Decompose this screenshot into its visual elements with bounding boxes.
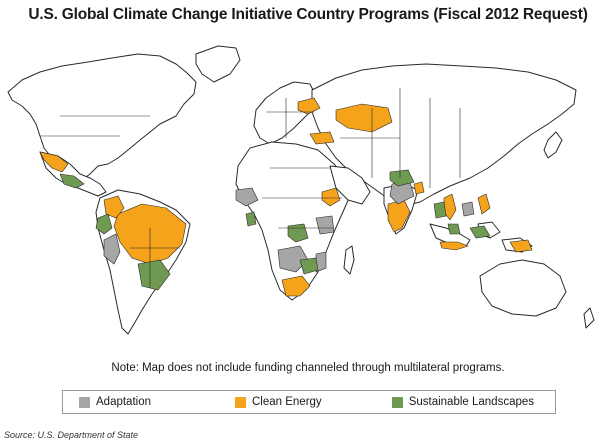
greenland	[195, 45, 241, 83]
clean-energy-philippines	[477, 193, 491, 215]
border-lines	[40, 88, 461, 288]
clean-energy-colombia	[103, 195, 125, 219]
legend-item-adaptation: Adaptation	[79, 396, 151, 408]
world-map-svg	[7, 45, 595, 335]
clean-energy-india	[387, 199, 411, 233]
clean-energy-ethiopia	[321, 187, 341, 207]
clean-energy-turkey	[309, 131, 335, 145]
clean-energy-bangladesh	[413, 181, 425, 195]
legend-item-sustainable-landscapes: Sustainable Landscapes	[391, 396, 535, 408]
sustainable-indonesia	[469, 225, 491, 239]
adaptation-west-africa	[235, 187, 259, 207]
adaptation-kenya	[315, 215, 335, 235]
adaptation-peru	[103, 233, 121, 265]
world-map	[0, 28, 616, 358]
sustainable-himalaya	[389, 169, 415, 187]
clean-energy-png	[509, 239, 533, 253]
sustainable-central-africa	[287, 223, 309, 243]
legend-item-clean-energy: Clean Energy	[235, 396, 322, 408]
clean-energy-south-africa	[281, 275, 311, 297]
sustainable-central-america	[59, 173, 85, 189]
legend-swatch-clean-energy	[235, 396, 246, 408]
sustainable-malaysia	[447, 223, 461, 235]
adaptation-pacific	[461, 201, 475, 217]
clean-energy-indonesia	[439, 241, 469, 251]
legend-label-sustainable-landscapes: Sustainable Landscapes	[408, 396, 535, 408]
map-title: U.S. Global Climate Change Initiative Co…	[28, 6, 588, 23]
map-note: Note: Map does not include funding chann…	[111, 362, 505, 374]
clean-energy-mexico	[39, 151, 69, 173]
legend-swatch-sustainable-landscapes	[391, 396, 403, 408]
sustainable-ghana	[245, 211, 257, 227]
adaptation-regions	[103, 181, 475, 273]
sustainable-zambia	[299, 257, 319, 275]
australia	[479, 259, 567, 317]
country-borders	[40, 88, 461, 288]
new-zealand	[583, 307, 595, 329]
sustainable-paraguay-brazil	[137, 259, 171, 291]
legend-label-clean-energy: Clean Energy	[252, 396, 322, 408]
clean-energy-ukraine	[297, 97, 321, 115]
sustainable-landscapes-regions	[59, 169, 491, 291]
map-legend: Adaptation Clean Energy Sustainable Land…	[62, 390, 556, 414]
source-credit: Source: U.S. Department of State	[4, 430, 139, 440]
legend-swatch-adaptation	[79, 396, 90, 408]
legend-label-adaptation: Adaptation	[96, 396, 151, 408]
sustainable-ecuador-colombia	[95, 213, 113, 235]
sustainable-cambodia-laos	[433, 201, 447, 219]
north-america	[7, 53, 197, 181]
clean-energy-kazakhstan	[335, 103, 393, 133]
japan	[543, 131, 563, 159]
madagascar	[343, 245, 355, 275]
